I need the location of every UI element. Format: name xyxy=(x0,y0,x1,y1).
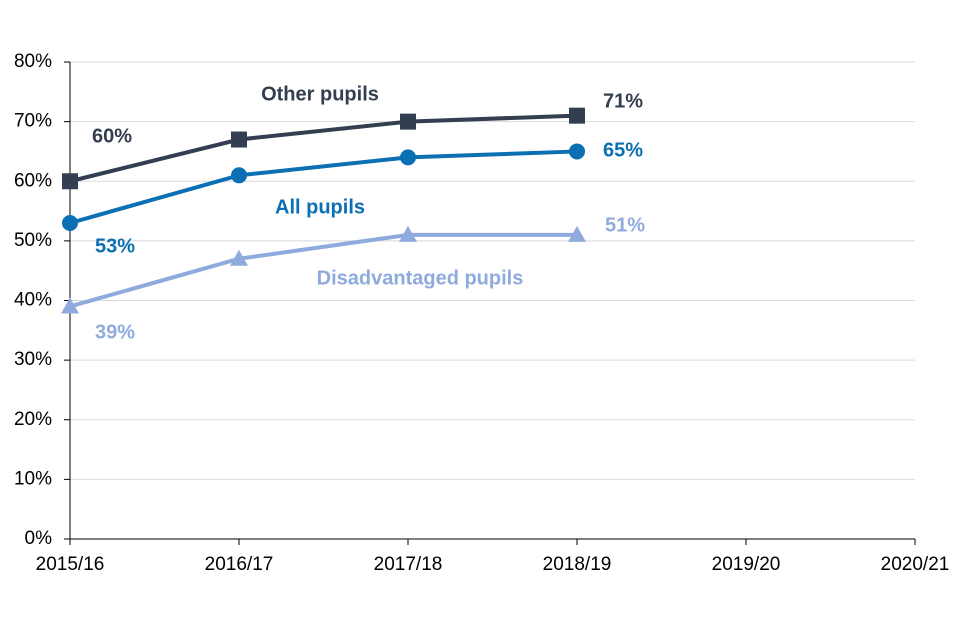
y-tick-label: 50% xyxy=(14,230,52,251)
data-label: 71% xyxy=(603,90,643,112)
data-label: 39% xyxy=(95,321,135,343)
marker xyxy=(231,167,247,184)
marker xyxy=(230,249,248,266)
marker xyxy=(569,107,585,124)
series-line xyxy=(69,149,578,225)
y-tick-label: 10% xyxy=(14,468,52,489)
marker xyxy=(400,113,416,130)
y-tick-label: 30% xyxy=(14,349,52,370)
series-label: Other pupils xyxy=(261,83,379,105)
x-tick-label: 2017/18 xyxy=(374,554,443,575)
marker xyxy=(62,173,78,190)
data-label: 65% xyxy=(603,139,643,161)
marker xyxy=(568,225,586,242)
data-label: 60% xyxy=(92,125,132,147)
x-tick-label: 2019/20 xyxy=(712,554,781,575)
data-label: 53% xyxy=(95,235,135,257)
y-tick-label: 70% xyxy=(14,111,52,132)
marker xyxy=(62,214,78,231)
marker xyxy=(61,297,79,314)
y-tick-label: 60% xyxy=(14,170,52,191)
series-label: Disadvantaged pupils xyxy=(317,267,524,289)
marker xyxy=(399,225,417,242)
data-label: 51% xyxy=(605,214,645,236)
series-line xyxy=(69,113,578,184)
marker xyxy=(400,149,416,166)
series-label: All pupils xyxy=(275,196,365,218)
x-tick-label: 2016/17 xyxy=(205,554,274,575)
marker xyxy=(569,143,585,160)
y-tick-label: 80% xyxy=(14,51,52,72)
x-tick-label: 2018/19 xyxy=(543,554,612,575)
y-tick-label: 20% xyxy=(14,409,52,430)
y-tick-label: 0% xyxy=(25,528,53,549)
y-tick-label: 40% xyxy=(14,290,52,311)
x-tick-label: 2015/16 xyxy=(36,554,105,575)
marker xyxy=(231,131,247,148)
series-line xyxy=(69,232,577,309)
x-tick-label: 2020/21 xyxy=(881,554,950,575)
